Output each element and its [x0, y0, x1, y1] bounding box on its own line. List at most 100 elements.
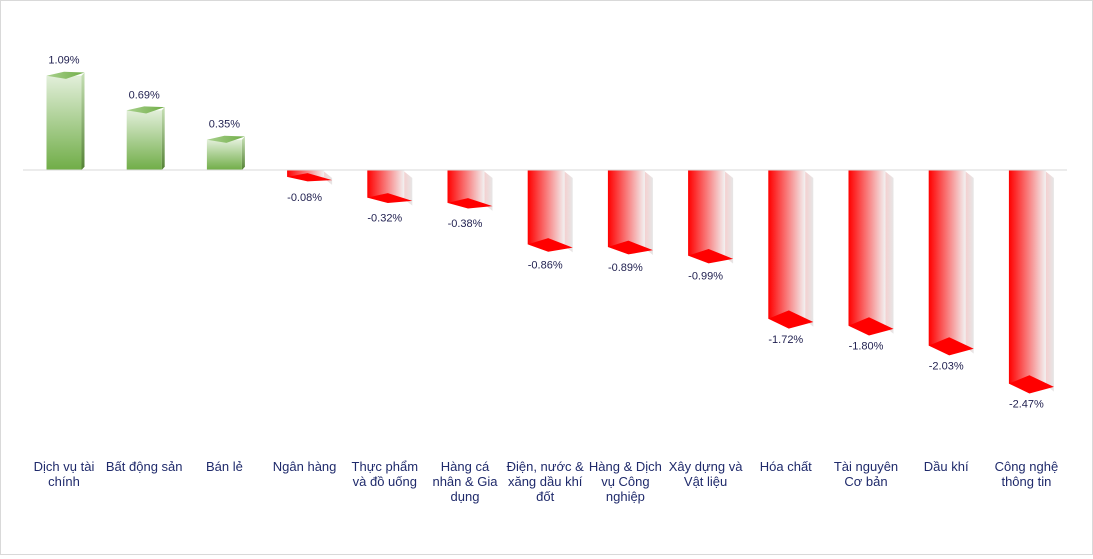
bar-bottom-cap [928, 337, 974, 356]
bar [527, 170, 573, 253]
category-label: Bán lẻ [206, 459, 243, 474]
category-label-line: Dầu khí [924, 459, 969, 474]
category-label: Bất động sản [106, 459, 183, 474]
category-label: Thực phẩm và đồ uống [352, 459, 419, 489]
value-labels-layer: 1.09% 0.69% 0.35% -0.08% -0.32% -0.38% -0.86% -… [48, 55, 1044, 411]
category-label-line: Hàng & Dịch [589, 459, 662, 474]
bar-side [883, 170, 894, 334]
bar [768, 170, 814, 329]
bar-bottom-cap [607, 240, 653, 255]
value-label: -0.38% [448, 218, 483, 230]
category-label: Công nghệ thông tin [995, 459, 1059, 489]
bar-front [447, 170, 485, 203]
category-label-line: vụ Công [601, 474, 649, 489]
value-label: -2.47% [1009, 399, 1044, 411]
category-label-line: nghiệp [606, 489, 645, 504]
bar [607, 170, 653, 255]
bar-top [126, 106, 165, 114]
bar-bottom-cap [447, 198, 493, 209]
category-label-line: nhân & Gia [432, 474, 498, 489]
bar-bottom-cap [768, 310, 814, 329]
bars-layer [46, 71, 1054, 394]
category-label-line: và đồ uống [353, 474, 417, 489]
value-label: 1.09% [48, 55, 79, 67]
bar-side [1043, 170, 1054, 392]
bar-front [928, 170, 966, 346]
bar-bottom-cap [848, 317, 894, 336]
category-label-line: Hóa chất [760, 459, 812, 474]
bar-front [206, 139, 242, 170]
category-label-line: Dịch vụ tài [34, 459, 95, 474]
category-label: Ngân hàng [273, 459, 337, 474]
category-label-line: chính [48, 474, 80, 489]
bar-side [963, 170, 974, 354]
category-labels-layer: Dịch vụ tài chính Bất động sản Bán lẻ Ngân h… [34, 459, 1059, 504]
category-label-line: Bán lẻ [206, 459, 243, 474]
bar [848, 170, 894, 336]
bar [46, 71, 85, 170]
category-label-line: thông tin [1001, 474, 1051, 489]
value-label: -0.99% [688, 271, 723, 283]
bar-front [1008, 170, 1046, 384]
bar-side [723, 170, 734, 264]
bar [287, 170, 333, 185]
value-label: -1.72% [768, 334, 803, 346]
category-label-line: Ngân hàng [273, 459, 337, 474]
value-label: -0.89% [608, 262, 643, 274]
bar-front [527, 170, 565, 245]
bar [1008, 170, 1054, 394]
category-label: Tài nguyên Cơ bản [834, 459, 898, 489]
value-label: 0.35% [209, 119, 240, 131]
category-label-line: Xây dựng và [669, 459, 744, 474]
bar-front [126, 110, 162, 170]
bar-side [161, 107, 165, 170]
category-label: Xây dựng và Vật liệu [669, 459, 744, 489]
bar-side [642, 170, 653, 255]
bar-front [848, 170, 886, 326]
value-label: -0.08% [287, 192, 322, 204]
category-label: Hàng cá nhân & Gia dụng [432, 459, 498, 504]
category-label-line: dụng [451, 489, 480, 504]
category-label-line: Điện, nước & [507, 459, 585, 474]
bar-front [46, 75, 82, 170]
bar [928, 170, 974, 356]
category-label: Điện, nước & xăng dầu khí đốt [507, 459, 585, 504]
category-label-line: Công nghệ [995, 459, 1059, 474]
category-label-line: đốt [536, 489, 554, 504]
category-label-line: Cơ bản [844, 474, 887, 489]
bar-bottom-cap [527, 238, 573, 252]
bar-bottom-cap [688, 248, 734, 264]
bar-side [562, 170, 573, 253]
bar [126, 106, 165, 170]
value-label: -0.86% [528, 259, 563, 271]
bar-top [46, 71, 85, 79]
category-label-line: Vật liệu [684, 474, 727, 489]
bar-front [607, 170, 645, 247]
category-label: Dầu khí [924, 459, 969, 474]
category-label: Dịch vụ tài chính [34, 459, 95, 489]
bar [367, 170, 413, 206]
value-label: 0.69% [129, 89, 160, 101]
bar-front [768, 170, 806, 319]
category-label: Hóa chất [760, 459, 812, 474]
bar-side [482, 170, 493, 211]
category-label-line: Hàng cá [441, 459, 490, 474]
bar-bottom-cap [1008, 375, 1054, 394]
bar-bottom-cap [367, 193, 413, 204]
category-label-line: Thực phẩm [352, 459, 419, 474]
value-label: -1.80% [849, 341, 884, 353]
bar-side [241, 136, 245, 170]
bar-front [367, 170, 405, 198]
bar-side [81, 72, 85, 170]
category-label: Hàng & Dịch vụ Công nghiệp [589, 459, 662, 504]
bar-front [688, 170, 726, 256]
bar [688, 170, 734, 264]
bar-side [322, 170, 333, 185]
bar-side [402, 170, 413, 206]
bar-top [206, 135, 245, 143]
bar-side [803, 170, 814, 327]
value-label: -0.32% [367, 213, 402, 225]
value-label: -2.03% [929, 361, 964, 373]
category-label-line: xăng dầu khí [508, 474, 583, 489]
